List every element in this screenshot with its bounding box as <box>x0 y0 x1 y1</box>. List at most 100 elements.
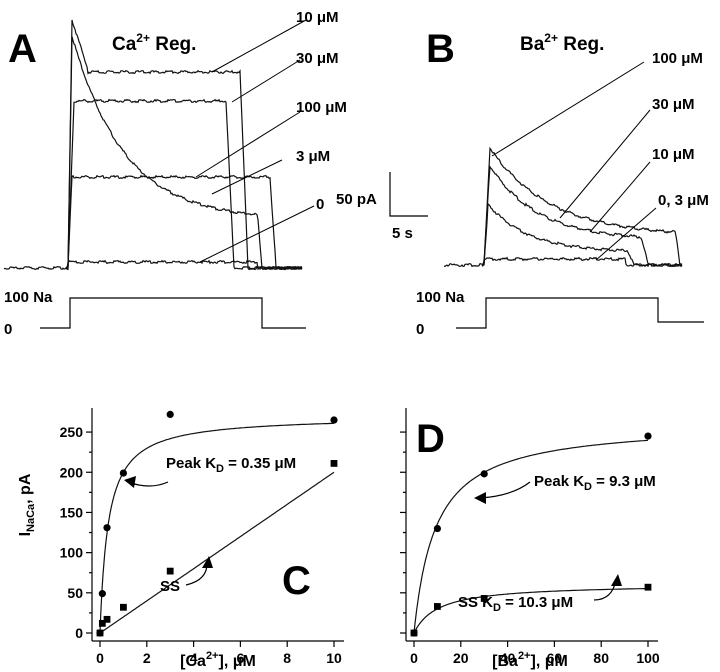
leader-a-30uM <box>231 59 301 103</box>
trace-a-3uM <box>65 174 303 271</box>
chart-c-y-axis-label: INaCa, pA <box>17 473 37 536</box>
label-a-3uM: 3 μM <box>296 148 330 165</box>
scale-bar-time: 5 s <box>392 225 413 242</box>
chart-d-point-ss <box>410 629 418 637</box>
label-a-30uM: 30 μM <box>296 50 339 67</box>
panel-a-leader-lines <box>195 19 315 263</box>
leader-a-100uM <box>195 111 301 178</box>
protocol-b-step <box>456 297 704 329</box>
panel-d-letter: D <box>416 417 445 461</box>
trace-a-30uM <box>65 98 303 271</box>
chart-d-point-peak <box>644 432 652 440</box>
chart-c-point-peak <box>103 524 111 532</box>
panel-b-traces <box>443 146 683 268</box>
chart-c-x-axis-label: [Ca2+], μM <box>180 650 256 670</box>
leader-b-10uM <box>589 161 651 233</box>
chart-d-x-tick-label: 60 <box>547 650 563 666</box>
chart-d-point-peak <box>433 524 441 533</box>
label-b-30uM: 30 μM <box>652 96 695 113</box>
protocol-a-step <box>40 297 306 329</box>
chart-c-points <box>96 410 338 637</box>
chart-d-x-tick-label: 20 <box>453 650 469 666</box>
chart-c-point-ss <box>103 615 111 623</box>
chart-c-ss-annotation: SS <box>160 578 180 595</box>
chart-c-fit-peak <box>99 422 335 633</box>
label-b-0-3uM: 0, 3 μM <box>658 192 709 209</box>
chart-d-x-tick-label: 100 <box>636 650 660 666</box>
panel-b: B Ba2+ Reg. 100 μM 30 μM 10 μM 0, 3 μM 1… <box>416 27 709 338</box>
panel-b-leader-lines <box>491 61 657 261</box>
chart-c-y-tick-label: 150 <box>60 504 84 520</box>
chart-c-axes <box>91 408 344 642</box>
chart-c-peak-annotation: Peak KD = 0.35 μM <box>166 455 296 475</box>
panel-b-letter: B <box>426 27 455 71</box>
protocol-a: 100 Na 0 <box>4 289 306 338</box>
leader-a-3uM <box>211 159 283 195</box>
scale-bar-lines <box>389 172 428 217</box>
chart-c-x-tick-label: 4 <box>190 650 198 666</box>
chart-c-ss-arrowhead <box>202 556 213 568</box>
panel-a-title: Ca2+ Reg. <box>112 31 196 55</box>
chart-c-peak-arrowhead <box>124 476 136 488</box>
leader-a-10uM <box>211 19 307 73</box>
leader-b-100uM <box>491 61 645 157</box>
panel-a: A Ca2+ Reg. 10 μM 30 μM 100 μM 3 μM 0 10… <box>3 9 347 338</box>
protocol-b-low-label: 0 <box>416 321 424 338</box>
chart-d-points <box>410 432 652 637</box>
chart-c-y-tick-label: 50 <box>67 585 83 601</box>
label-b-10uM: 10 μM <box>652 146 695 163</box>
chart-d-peak-annotation: Peak KD = 9.3 μM <box>534 473 656 493</box>
chart-c-point-ss <box>330 460 338 467</box>
chart-d-ss-annotation: SS KD = 10.3 μM <box>458 594 573 614</box>
chart-c-point-peak <box>330 416 338 424</box>
chart-d-x-tick-label: 0 <box>410 650 418 666</box>
chart-d-x-tick-label: 80 <box>593 650 609 666</box>
chart-c-point-ss <box>96 629 104 637</box>
scale-bar-current: 50 pA <box>336 191 377 208</box>
chart-d-fit-ss <box>413 588 648 634</box>
chart-d-point-ss <box>434 603 441 610</box>
chart-c-x-tick-label: 2 <box>143 650 151 666</box>
trace-b-baseline <box>443 263 483 268</box>
label-a-0: 0 <box>316 196 324 213</box>
chart-d-peak-arrowhead <box>474 492 486 504</box>
chart-c-point-ss <box>98 619 106 627</box>
chart-c-fit-ss <box>99 471 335 634</box>
chart-d-point-ss <box>644 583 652 591</box>
chart-d-fit-lines <box>413 439 649 634</box>
trace-b-30uM <box>481 165 683 268</box>
chart-c-y-tick-label: 100 <box>60 545 84 561</box>
chart-c-point-ss <box>166 567 174 575</box>
chart-c-x-tick-label: 10 <box>326 650 342 666</box>
leader-b-0-3uM <box>595 207 657 261</box>
trace-a-baseline <box>3 265 67 271</box>
panel-c-letter: C <box>282 559 311 603</box>
leader-a-0 <box>199 205 315 263</box>
chart-d-x-axis-label: [Ba2+], μM <box>492 650 568 670</box>
panel-a-traces <box>3 19 303 271</box>
scale-bar: 50 pA 5 s <box>336 172 428 242</box>
chart-c-x-tick-label: 6 <box>237 650 245 666</box>
label-a-10uM: 10 μM <box>296 9 339 26</box>
chart-c-y-tick-label: 250 <box>60 424 84 440</box>
panel-b-title: Ba2+ Reg. <box>520 31 604 55</box>
chart-c-fit-lines <box>99 422 335 634</box>
chart-c-x-tick-label: 8 <box>283 650 291 666</box>
chart-d-peak-arrow <box>479 481 531 499</box>
protocol-b-high-label: 100 Na <box>416 289 465 306</box>
panel-d: D 0 20 40 60 80 100 [Ba2+], μM Peak KD = 9.3 … <box>400 408 660 670</box>
chart-d-point-ss <box>480 595 488 602</box>
panel-a-letter: A <box>8 27 37 71</box>
chart-c-x-tick-label: 0 <box>96 650 104 666</box>
chart-c-y-tick-label: 0 <box>75 625 83 641</box>
trace-a-100uM <box>65 36 303 271</box>
chart-c-y-tick-label: 200 <box>60 464 84 480</box>
protocol-b: 100 Na 0 <box>416 289 704 338</box>
protocol-a-low-label: 0 <box>4 321 12 338</box>
chart-c-point-ss <box>120 603 127 611</box>
trace-a-10uM <box>66 19 303 271</box>
chart-d-ticks: 0 20 40 60 80 100 <box>400 431 660 666</box>
